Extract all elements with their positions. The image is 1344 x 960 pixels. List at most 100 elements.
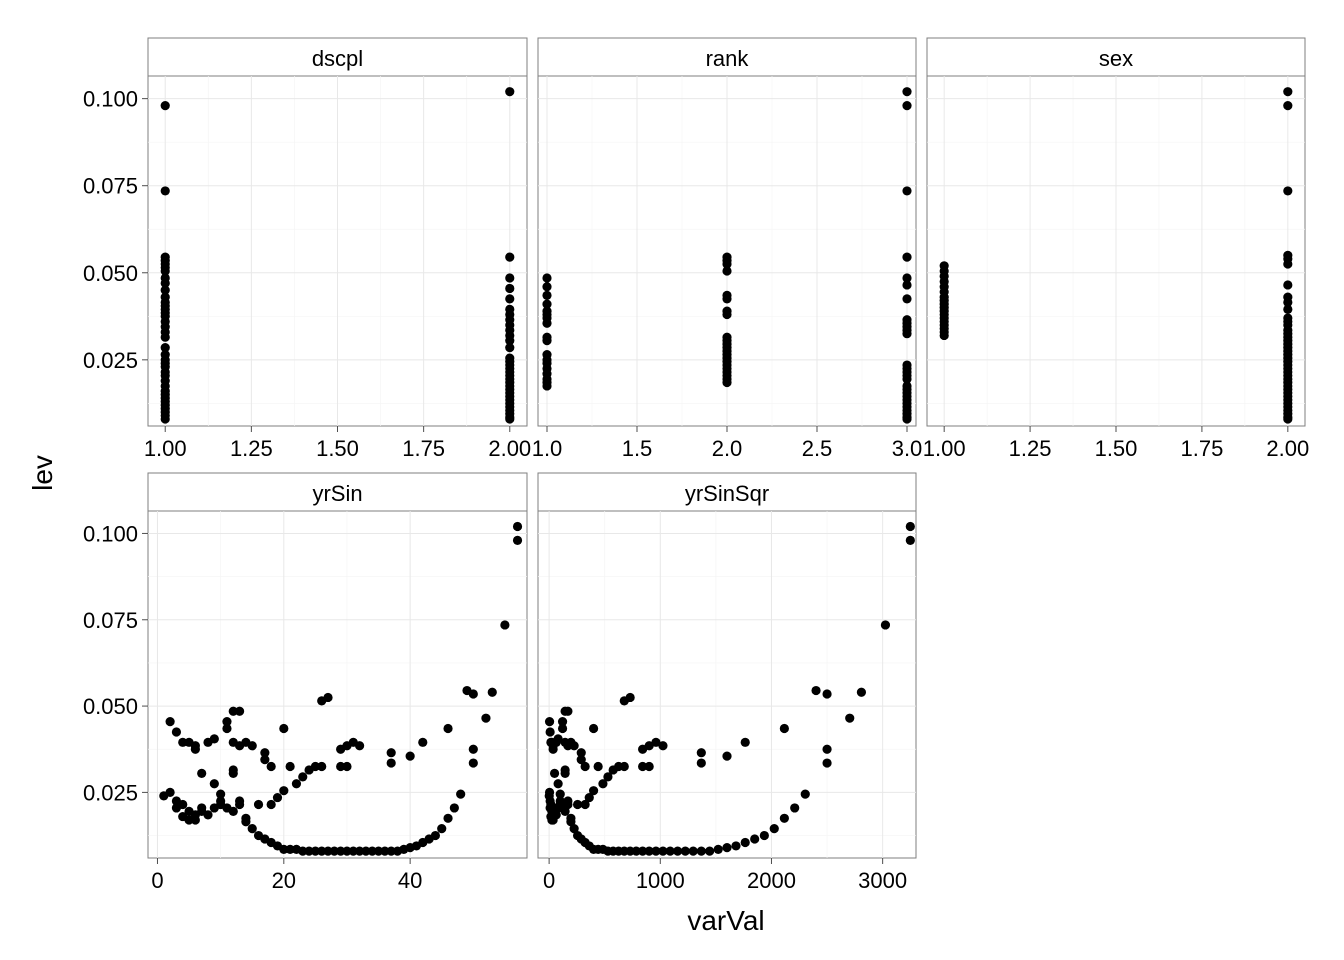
data-point [759, 830, 769, 841]
x-tick-label: 2.00 [1266, 436, 1309, 461]
data-point [234, 796, 245, 806]
data-point [380, 846, 390, 856]
data-point [260, 754, 270, 765]
data-point [348, 846, 358, 856]
data-point [722, 294, 732, 304]
data-point [241, 817, 251, 827]
data-point [505, 343, 515, 353]
data-point [279, 786, 289, 796]
x-tick-label: 1.00 [923, 436, 966, 461]
data-point [631, 846, 641, 856]
strip-yrSinSqr [537, 472, 917, 512]
data-point [625, 692, 635, 703]
data-point [790, 803, 800, 813]
data-point [680, 846, 690, 856]
x-tick-label: 1.0 [532, 436, 563, 461]
data-point [1283, 186, 1293, 196]
data-point [545, 727, 555, 737]
data-point [329, 846, 339, 856]
data-point [542, 336, 552, 346]
strip-label: rank [706, 46, 750, 71]
data-point [253, 799, 264, 810]
data-point [197, 768, 207, 779]
data-point [658, 741, 668, 751]
data-point [563, 796, 573, 806]
data-point [740, 837, 750, 848]
data-point [310, 761, 320, 772]
data-point [902, 273, 912, 283]
y-tick-label: 0.075 [83, 174, 138, 199]
data-point [342, 846, 352, 856]
data-point [285, 761, 295, 772]
data-point [481, 713, 491, 723]
data-point [512, 521, 523, 532]
data-point [190, 815, 200, 825]
data-point [542, 318, 552, 328]
panel-sex: sex 1.00 1.25 1.50 1.75 2.00 [923, 37, 1309, 461]
strip-rank [537, 37, 917, 77]
data-point [542, 299, 552, 309]
data-point [160, 101, 170, 111]
data-point [468, 689, 478, 699]
strip-label: yrSin [312, 481, 362, 506]
data-point [443, 723, 453, 734]
data-point [779, 813, 789, 823]
data-point [178, 737, 188, 747]
data-point [190, 744, 200, 754]
data-point [705, 846, 715, 856]
data-point [557, 723, 568, 734]
data-point [644, 741, 654, 751]
data-point [557, 717, 568, 727]
data-point [902, 414, 912, 424]
y-axis-title: lev [27, 455, 58, 491]
data-point [651, 737, 661, 747]
data-point [160, 332, 170, 342]
x-tick-label: 0 [151, 868, 163, 893]
data-point [500, 620, 510, 630]
data-point [696, 758, 706, 768]
data-point [588, 786, 599, 796]
panel-yrSinSqr: yrSinSqr 0 1000 2000 3000 [537, 472, 917, 893]
data-point [542, 282, 552, 292]
data-point [336, 846, 346, 856]
data-point [355, 846, 365, 856]
data-point [580, 799, 590, 810]
data-point [553, 734, 563, 744]
data-point [209, 779, 219, 789]
data-point [644, 846, 654, 856]
y-tick-label: 0.050 [83, 694, 138, 719]
data-point [449, 803, 459, 813]
x-tick-label: 1.75 [402, 436, 445, 461]
data-point [566, 817, 576, 827]
data-point [800, 789, 810, 799]
data-point [651, 846, 661, 856]
data-point [418, 737, 428, 747]
data-point [713, 844, 723, 854]
data-point [598, 779, 608, 789]
data-point [203, 810, 213, 820]
x-tick-label: 0 [543, 868, 555, 893]
data-point [160, 285, 170, 295]
data-point [696, 846, 706, 856]
data-point [468, 744, 478, 754]
data-point [658, 846, 668, 856]
data-point [905, 535, 915, 545]
x-tick-label: 2.00 [488, 436, 531, 461]
data-point [247, 741, 257, 751]
data-point [178, 799, 188, 810]
data-point [593, 761, 603, 772]
data-point [317, 846, 327, 856]
data-point [542, 290, 552, 301]
data-point [822, 744, 832, 754]
y-tick-label: 0.025 [83, 348, 138, 373]
data-point [386, 846, 396, 856]
panel-background [537, 510, 917, 859]
data-point [555, 789, 565, 799]
data-point [722, 309, 732, 320]
data-point [505, 252, 515, 262]
data-point [298, 846, 308, 856]
x-tick-label: 20 [272, 868, 296, 893]
data-point [160, 186, 170, 196]
data-point [584, 792, 594, 803]
